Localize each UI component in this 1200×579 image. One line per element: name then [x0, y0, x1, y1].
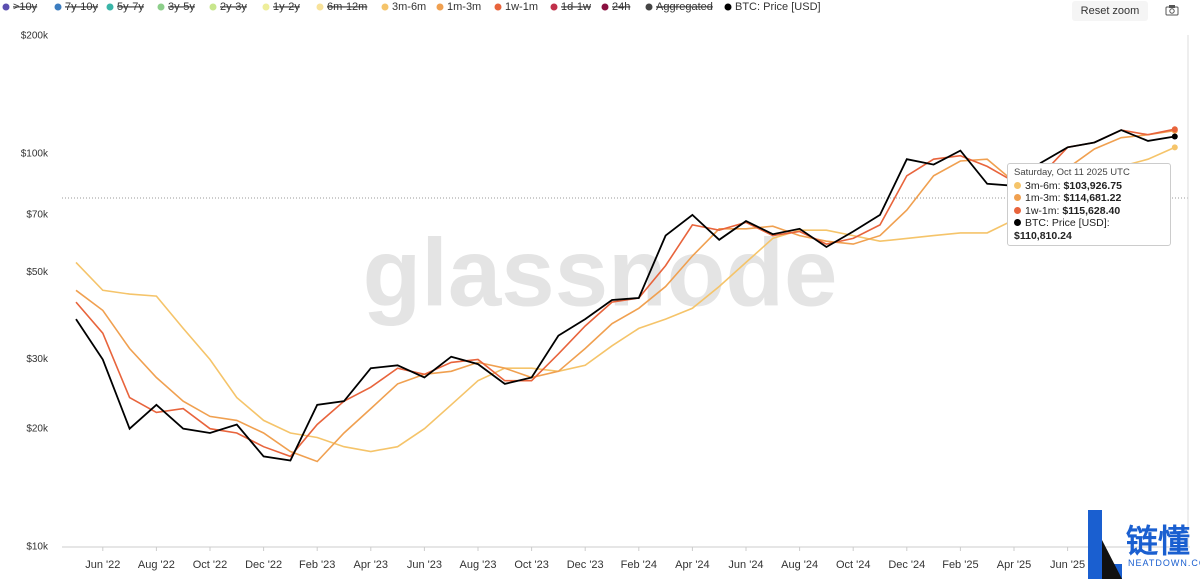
- y-tick-label: $100k: [21, 149, 49, 160]
- y-tick-label: $200k: [21, 30, 49, 41]
- hover-dot: [1171, 126, 1178, 133]
- legend-entry[interactable]: >10y: [13, 1, 38, 13]
- tooltip-value: $110,810.24: [1014, 229, 1072, 242]
- legend-marker: [106, 3, 114, 11]
- legend-entry[interactable]: Aggregated: [656, 1, 713, 13]
- tooltip-row: 3m-6m$103,926.75: [1014, 180, 1164, 193]
- x-tick-label: Feb '25: [942, 559, 978, 571]
- y-tick-label: $30k: [26, 354, 49, 365]
- tooltip-row: BTC: Price [USD]$110,810.24: [1014, 217, 1164, 242]
- x-tick-label: Jun '22: [85, 559, 120, 571]
- tooltip-row: 1w-1m$115,628.40: [1014, 205, 1164, 218]
- legend-marker: [724, 3, 732, 11]
- watermark: glassnode: [363, 219, 838, 326]
- x-tick-label: Dec '23: [567, 559, 604, 571]
- legend-entry[interactable]: 5y-7y: [117, 1, 144, 13]
- legend-marker: [262, 3, 270, 11]
- legend-marker: [381, 3, 389, 11]
- legend-marker: [601, 3, 609, 11]
- legend-marker: [54, 3, 62, 11]
- x-tick-label: Oct '22: [193, 559, 228, 571]
- tooltip-series-name: 1m-3m: [1025, 192, 1064, 204]
- hover-dot: [1171, 144, 1178, 151]
- x-tick-label: Aug '23: [460, 559, 497, 571]
- y-tick-label: $70k: [26, 210, 49, 221]
- legend-marker: [316, 3, 324, 11]
- legend-marker: [550, 3, 558, 11]
- logo-mark: [1088, 510, 1122, 579]
- x-tick-label: Dec '22: [245, 559, 282, 571]
- tooltip-value: $103,926.75: [1063, 179, 1122, 192]
- logo-text: 链懂: [1126, 522, 1191, 560]
- legend-entry[interactable]: 1y-2y: [273, 1, 300, 13]
- x-tick-label: Aug '24: [781, 559, 818, 571]
- x-tick-label: Jun '23: [407, 559, 442, 571]
- tooltip-value: $114,681.22: [1063, 192, 1122, 204]
- legend-entry[interactable]: 6m-12m: [327, 1, 367, 13]
- legend-marker: [209, 3, 217, 11]
- tooltip-value: $115,628.40: [1062, 204, 1121, 217]
- x-tick-label: Aug '22: [138, 559, 175, 571]
- x-tick-label: Oct '23: [514, 559, 549, 571]
- x-tick-label: Feb '24: [621, 559, 657, 571]
- tooltip-series-name: 1w-1m: [1025, 205, 1062, 217]
- y-tick-label: $50k: [26, 267, 49, 278]
- x-tick-label: Apr '25: [997, 559, 1032, 571]
- x-tick-label: Jun '24: [728, 559, 763, 571]
- x-tick-label: Apr '23: [354, 559, 389, 571]
- x-tick-label: Dec '24: [888, 559, 925, 571]
- x-tick-label: Oct '24: [836, 559, 871, 571]
- legend-marker: [645, 3, 653, 11]
- camera-icon[interactable]: [1165, 4, 1179, 16]
- legend-entry[interactable]: 1m-3m: [447, 1, 481, 13]
- tooltip-date: Saturday, Oct 11 2025 UTC: [1014, 167, 1130, 178]
- legend-entry[interactable]: 1d-1w: [561, 1, 591, 13]
- tooltip-series-name: 3m-6m: [1025, 180, 1064, 192]
- legend-marker: [2, 3, 10, 11]
- tooltip-series-name: BTC: Price [USD]: [1025, 217, 1110, 229]
- series-line: [75, 129, 1175, 463]
- x-tick-label: Jun '25: [1050, 559, 1085, 571]
- legend-entry[interactable]: 7y-10y: [65, 1, 99, 13]
- y-tick-label: $20k: [26, 423, 49, 434]
- legend-marker: [494, 3, 502, 11]
- legend-marker: [157, 3, 165, 11]
- legend-entry[interactable]: 3y-5y: [168, 1, 195, 13]
- x-tick-label: Apr '24: [675, 559, 710, 571]
- tooltip-marker: [1014, 181, 1021, 189]
- tooltip: Saturday, Oct 11 2025 UTC 3m-6m$103,926.…: [1007, 163, 1171, 246]
- logo: 链懂 NEATDOWN.COM: [1088, 510, 1200, 579]
- legend-entry[interactable]: 3m-6m: [392, 1, 426, 13]
- reset-zoom-button[interactable]: Reset zoom: [1072, 1, 1148, 21]
- x-tick-label: Feb '23: [299, 559, 335, 571]
- hover-dot: [1171, 133, 1178, 140]
- tooltip-marker: [1014, 206, 1021, 214]
- legend-entry[interactable]: 2y-3y: [220, 1, 247, 13]
- tooltip-marker: [1014, 194, 1021, 201]
- tooltip-row: 1m-3m$114,681.22: [1014, 192, 1164, 205]
- legend-marker: [436, 3, 444, 11]
- series-line: [75, 129, 1175, 462]
- series-line: [75, 146, 1176, 453]
- legend-entry[interactable]: BTC: Price [USD]: [735, 1, 821, 13]
- legend-entry[interactable]: 24h: [612, 1, 630, 13]
- series-line: [75, 128, 1175, 458]
- y-tick-label: $10k: [26, 542, 49, 553]
- legend-entry[interactable]: 1w-1m: [505, 1, 538, 13]
- logo-subtext: NEATDOWN.COM: [1128, 558, 1200, 568]
- tooltip-marker: [1014, 219, 1021, 226]
